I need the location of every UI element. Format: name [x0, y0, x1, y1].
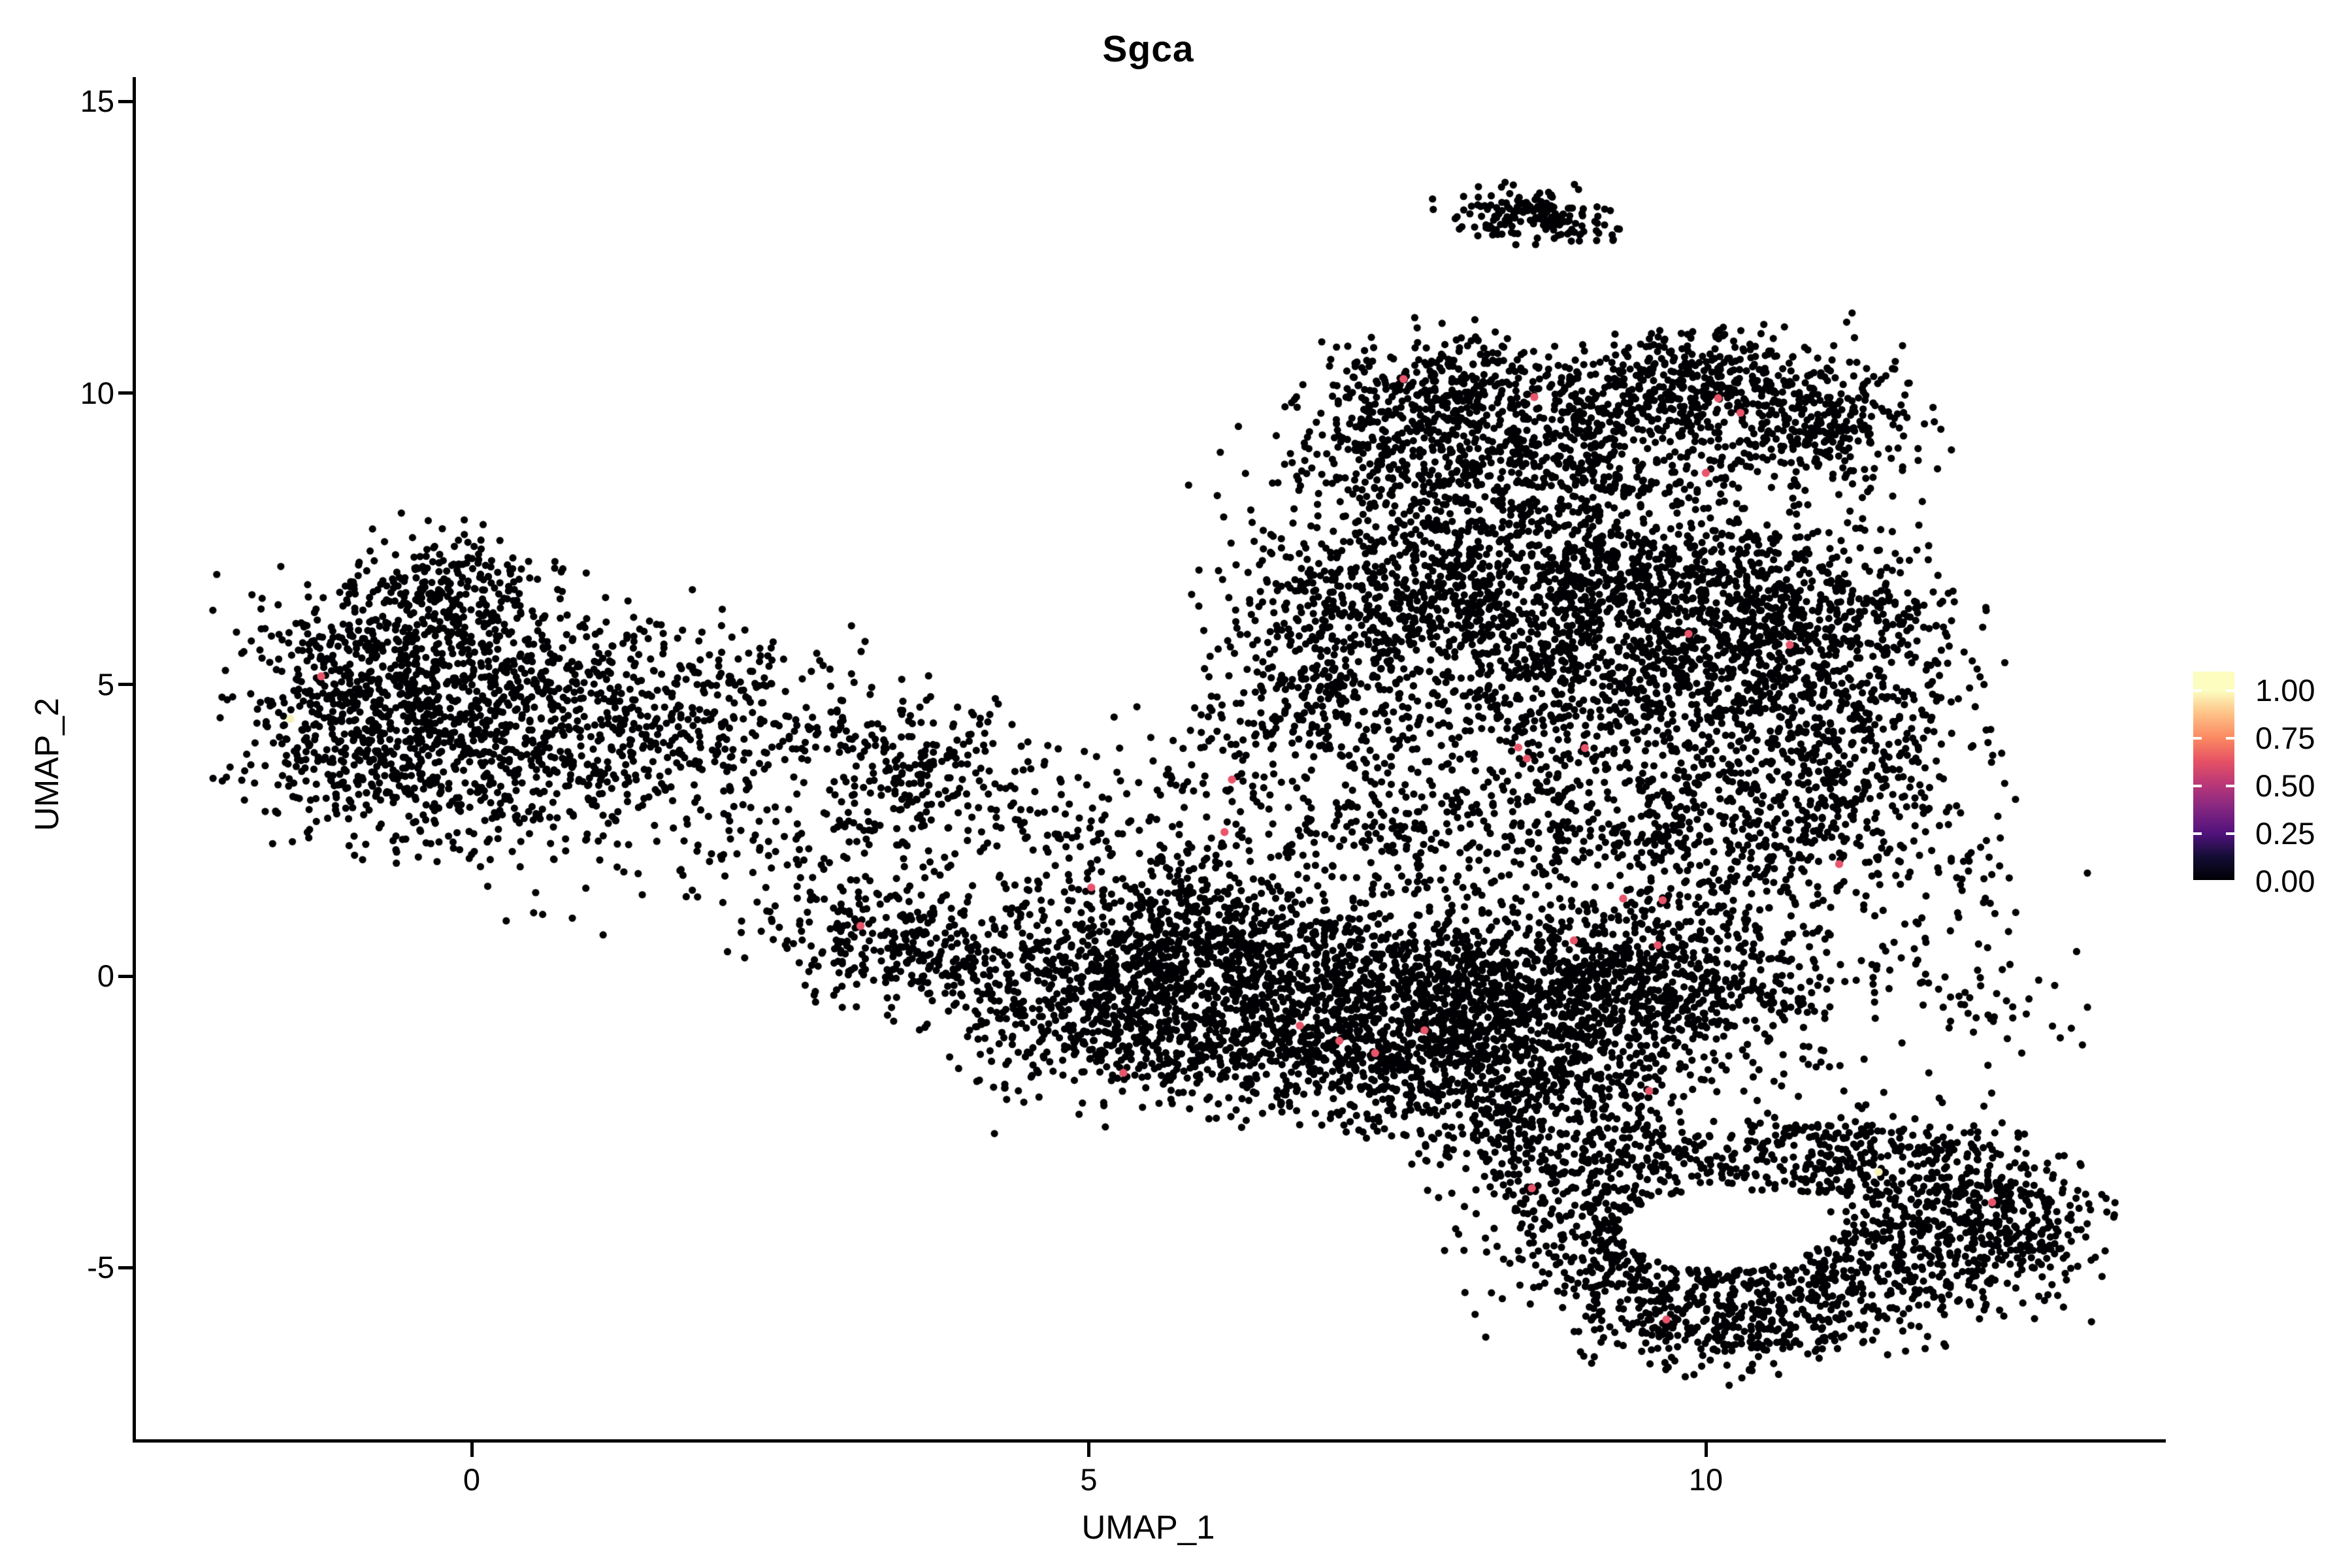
- legend-colorbar: [2193, 672, 2234, 880]
- x-tick-mark: [1087, 1443, 1090, 1457]
- y-tick-label: 0: [97, 958, 114, 993]
- y-tick-label: 10: [80, 375, 114, 410]
- legend-tick-mark: [2193, 785, 2202, 787]
- x-tick-label: 10: [1688, 1462, 1723, 1497]
- legend-label: 0.00: [2255, 864, 2315, 898]
- x-axis-title: UMAP_1: [1081, 1509, 1215, 1546]
- legend-tick-mark: [2226, 785, 2234, 787]
- y-tick-mark: [118, 99, 133, 103]
- legend-label: 0.50: [2255, 768, 2315, 803]
- x-axis-line: [133, 1439, 2166, 1443]
- legend-label: 1.00: [2255, 673, 2315, 708]
- x-tick-label: 0: [463, 1462, 481, 1497]
- y-tick-mark: [118, 974, 133, 978]
- y-tick-label: -5: [87, 1250, 114, 1285]
- x-tick-label: 5: [1080, 1462, 1098, 1497]
- expression-legend: 1.00 0.75 0.50 0.25 0.00: [2176, 653, 2352, 915]
- legend-tick-mark: [2193, 737, 2202, 740]
- legend-tick-mark: [2193, 832, 2202, 835]
- y-axis-title: UMAP_2: [28, 697, 65, 832]
- y-tick-label: 15: [80, 84, 114, 119]
- legend-tick-mark: [2226, 832, 2234, 835]
- legend-tick-mark: [2226, 689, 2234, 692]
- legend-tick-mark: [2193, 689, 2202, 692]
- x-tick-mark: [1704, 1443, 1708, 1457]
- y-tick-mark: [118, 683, 133, 687]
- chart-title: Sgca: [1102, 28, 1194, 70]
- legend-label: 0.75: [2255, 721, 2315, 755]
- x-tick-mark: [470, 1443, 474, 1457]
- legend-label: 0.25: [2255, 816, 2315, 851]
- y-tick-mark: [118, 391, 133, 395]
- y-tick-mark: [118, 1266, 133, 1269]
- y-axis-line: [133, 77, 136, 1443]
- legend-tick-mark: [2226, 737, 2234, 740]
- y-tick-label: 5: [97, 666, 114, 702]
